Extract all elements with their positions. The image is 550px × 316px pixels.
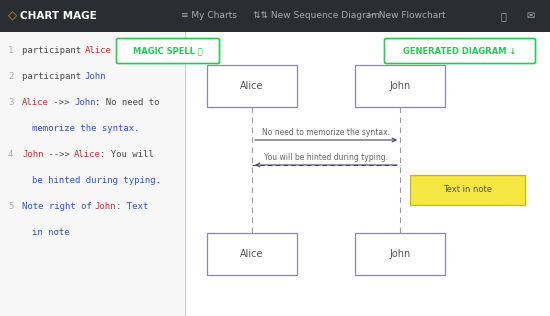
Bar — [0, 32, 185, 316]
Text: : No need to: : No need to — [95, 98, 160, 107]
Text: 2: 2 — [8, 72, 13, 81]
Text: GENERATED DIAGRAM ↓: GENERATED DIAGRAM ↓ — [403, 46, 516, 56]
Text: John: John — [84, 72, 106, 81]
Text: participant: participant — [22, 46, 86, 55]
Text: You will be hinted during typing.: You will be hinted during typing. — [264, 153, 388, 162]
Text: John: John — [95, 202, 116, 211]
Text: No need to memorize the syntax.: No need to memorize the syntax. — [262, 128, 390, 137]
Text: -->>: -->> — [43, 150, 75, 159]
Text: 4: 4 — [8, 150, 13, 159]
Text: Alice: Alice — [240, 81, 264, 91]
Bar — [207, 233, 297, 275]
Text: Text in note: Text in note — [443, 185, 492, 195]
Text: ⊢ New Flowchart: ⊢ New Flowchart — [368, 11, 446, 21]
Text: ≡ My Charts: ≡ My Charts — [181, 11, 237, 21]
Text: Alice: Alice — [84, 46, 111, 55]
Bar — [0, 0, 550, 32]
Text: 3: 3 — [8, 98, 13, 107]
Text: ->>: ->> — [48, 98, 75, 107]
Bar — [355, 65, 445, 107]
Text: Note right of: Note right of — [22, 202, 97, 211]
Text: participant: participant — [22, 72, 86, 81]
Text: 5: 5 — [8, 202, 13, 211]
Text: John: John — [389, 249, 411, 259]
Text: Alice: Alice — [240, 249, 264, 259]
Text: 1: 1 — [8, 46, 13, 55]
Text: John: John — [74, 98, 96, 107]
Text: MAGIC SPELL ⓘ: MAGIC SPELL ⓘ — [133, 46, 203, 56]
Text: memorize the syntax.: memorize the syntax. — [32, 124, 140, 133]
Text: John: John — [22, 150, 43, 159]
Text: in note: in note — [32, 228, 70, 237]
Bar — [207, 65, 297, 107]
Text: ◇: ◇ — [8, 9, 16, 22]
Bar — [185, 32, 550, 316]
Bar — [355, 233, 445, 275]
Text: ⓘ: ⓘ — [500, 11, 506, 21]
FancyBboxPatch shape — [384, 39, 536, 64]
Text: : You will: : You will — [100, 150, 154, 159]
Text: John: John — [389, 81, 411, 91]
Text: ✉: ✉ — [527, 11, 535, 21]
Bar — [410, 175, 525, 205]
Text: : Text: : Text — [116, 202, 148, 211]
Text: Alice: Alice — [22, 98, 49, 107]
Text: ⇅⇅ New Sequence Diagram: ⇅⇅ New Sequence Diagram — [253, 11, 379, 21]
FancyBboxPatch shape — [117, 39, 219, 64]
Text: Alice: Alice — [74, 150, 101, 159]
Text: be hinted during typing.: be hinted during typing. — [32, 176, 161, 185]
Text: CHART MAGE: CHART MAGE — [20, 11, 97, 21]
